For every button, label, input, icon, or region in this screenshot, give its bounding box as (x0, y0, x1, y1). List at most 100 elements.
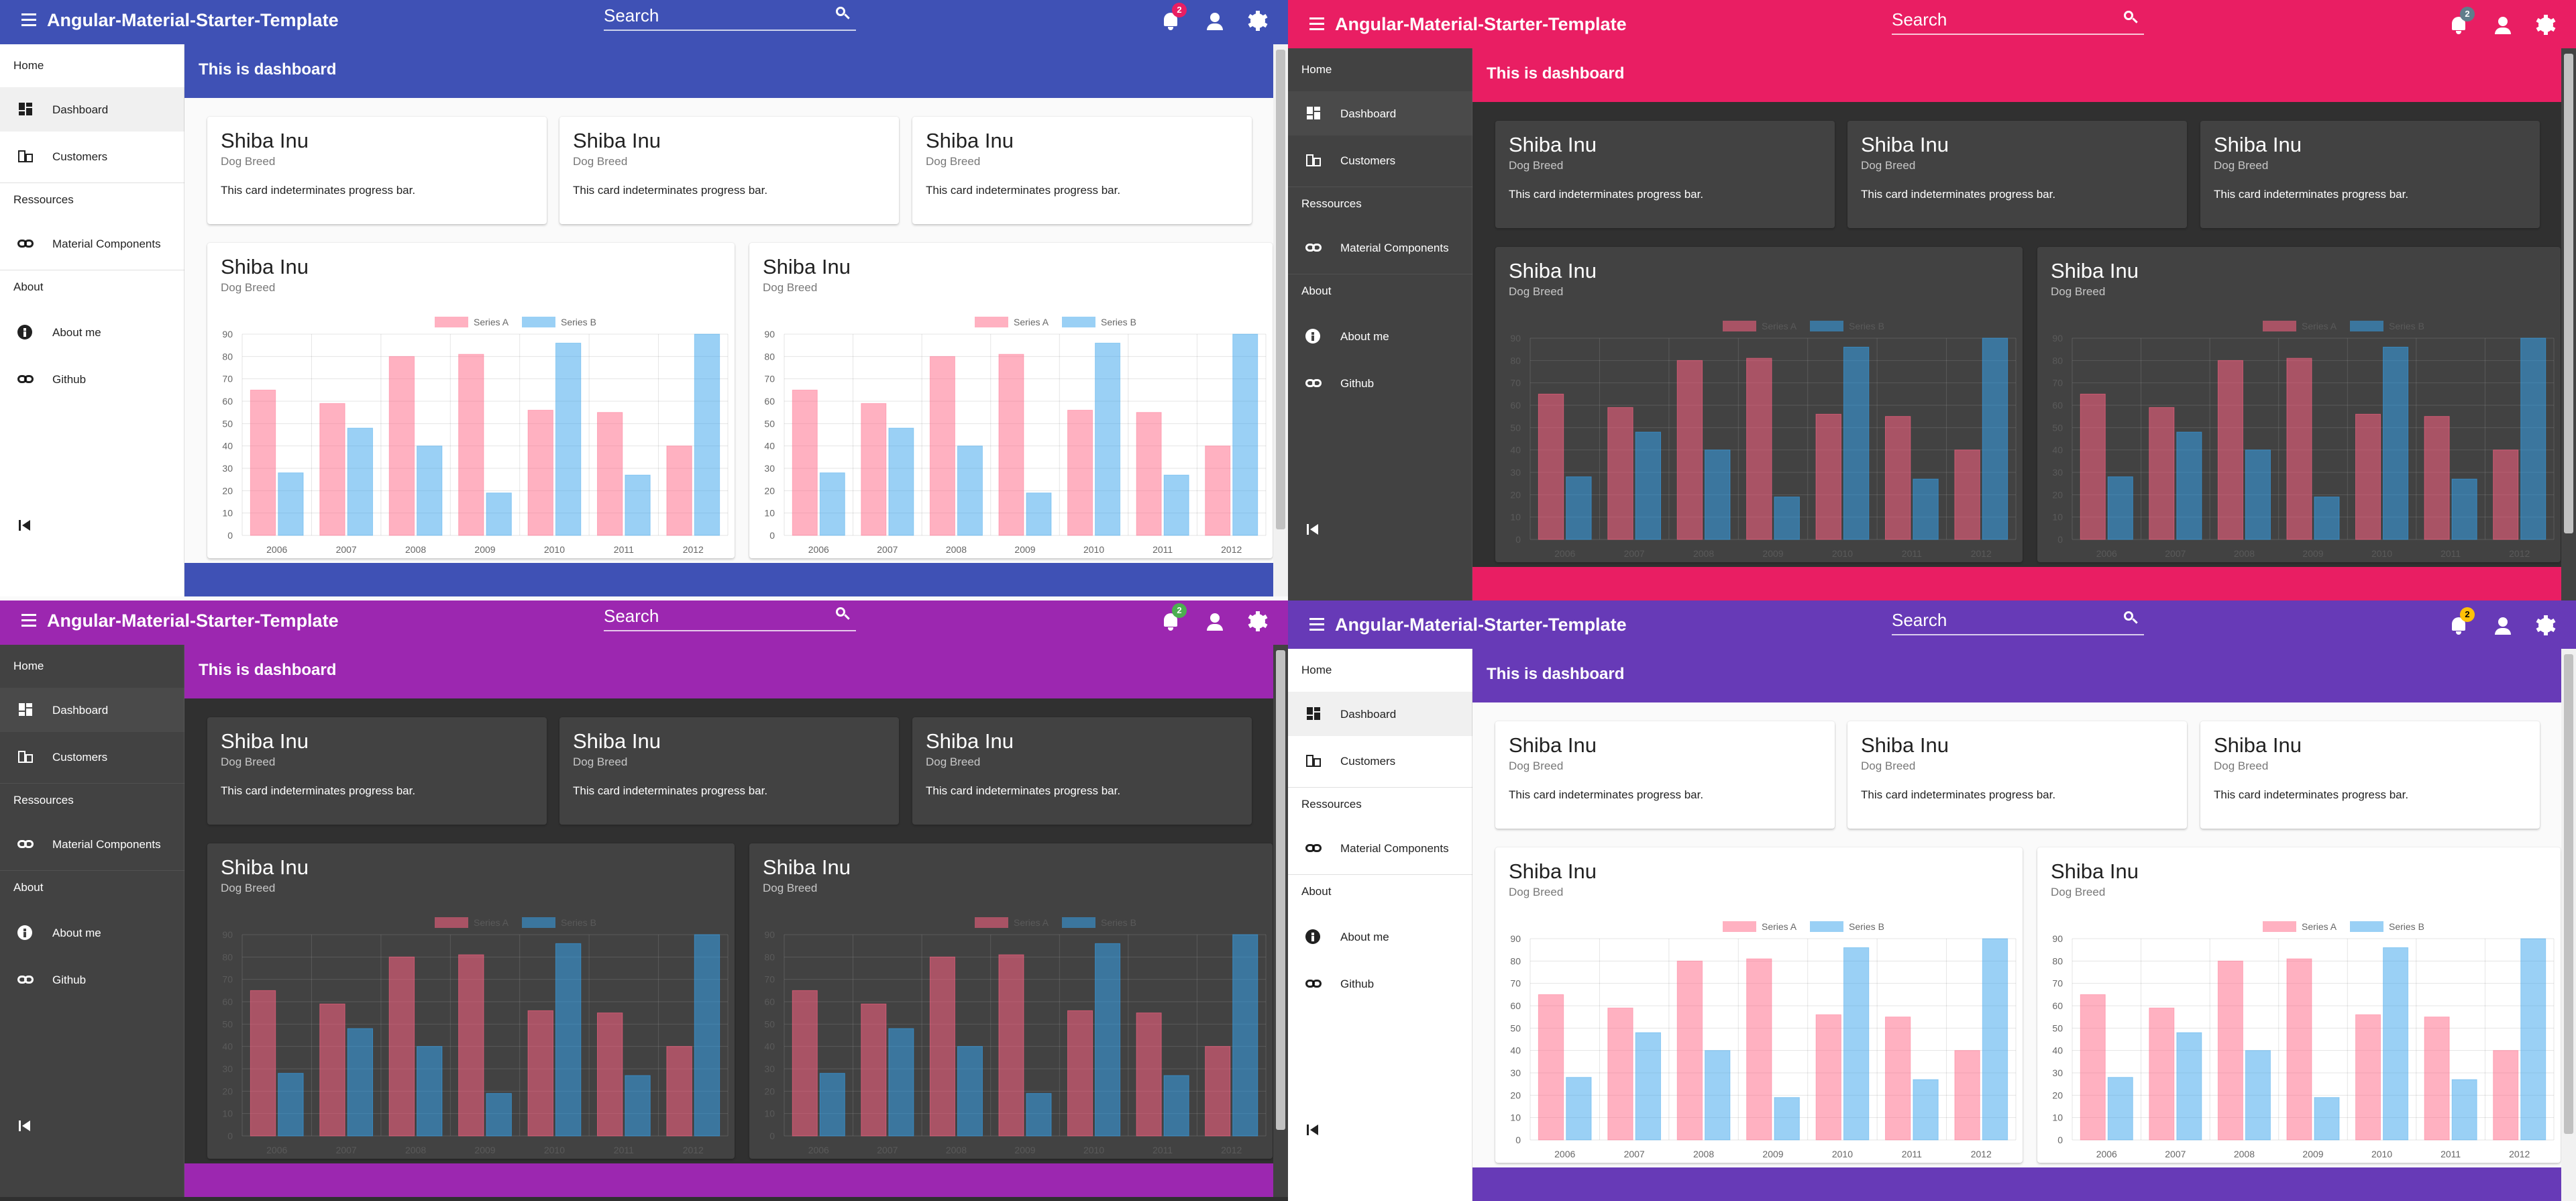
bar-series-b (1026, 1093, 1052, 1137)
legend-label: Series B (561, 317, 596, 327)
search-icon[interactable] (2124, 11, 2138, 24)
sidebar-item-label: About me (1340, 330, 1389, 343)
notifications-icon[interactable]: 2 (2449, 607, 2475, 635)
settings-icon[interactable] (2536, 615, 2556, 635)
x-tick-label: 2008 (405, 544, 426, 555)
legend-label: Series B (2389, 321, 2424, 331)
x-tick-label: 2006 (808, 1145, 829, 1155)
page-title: This is dashboard (1472, 649, 2561, 702)
bar-series-b (1774, 497, 1800, 540)
bar-series-b (278, 472, 304, 536)
dashboard-icon (17, 102, 34, 117)
legend-label: Series A (2302, 321, 2337, 331)
notifications-icon[interactable]: 2 (1161, 603, 1187, 631)
sidebar-item-github[interactable]: Github (1288, 961, 1472, 1006)
sidebar-item-dashboard[interactable]: Dashboard (1288, 91, 1472, 136)
menu-icon[interactable] (1307, 614, 1328, 635)
sidebar-item-customers[interactable]: Customers (0, 134, 184, 178)
bar-series-b (1774, 1097, 1800, 1141)
menu-icon[interactable] (19, 610, 40, 631)
sidebar-item-about-me[interactable]: About me (1288, 314, 1472, 358)
info-icon (17, 925, 32, 940)
dashboard-icon (1305, 707, 1322, 721)
search-input[interactable]: Search (1892, 607, 2144, 635)
sidebar-item-material-components[interactable]: Material Components (0, 822, 184, 866)
x-tick-label: 2006 (2096, 548, 2117, 559)
sidebar-item-github[interactable]: Github (1288, 361, 1472, 405)
sidebar-item-github[interactable]: Github (0, 957, 184, 1002)
sidebar-item-dashboard[interactable]: Dashboard (1288, 692, 1472, 736)
settings-icon[interactable] (2536, 15, 2556, 35)
y-tick-label: 70 (1510, 378, 1521, 388)
card-subtitle: Dog Breed (926, 755, 981, 768)
account-icon[interactable] (2493, 15, 2513, 35)
account-icon[interactable] (1205, 11, 1225, 31)
menu-icon[interactable] (19, 9, 40, 31)
card-title: Shiba Inu (1861, 733, 1949, 757)
page-title: This is dashboard (184, 44, 1273, 98)
collapse-sidebar-icon[interactable] (19, 1119, 32, 1133)
sidebar-item-material-components[interactable]: Material Components (1288, 225, 1472, 270)
search-icon[interactable] (836, 607, 850, 621)
bar-series-b (1095, 342, 1121, 536)
y-tick-label: 10 (222, 508, 233, 519)
notifications-icon[interactable]: 2 (1161, 3, 1187, 31)
collapse-sidebar-icon[interactable] (1307, 1123, 1320, 1137)
app-window: Angular-Material-Starter-Template Search… (1288, 600, 2576, 1201)
scrollbar[interactable] (2561, 48, 2576, 600)
footer-bar (184, 563, 1273, 596)
legend-swatch (2263, 321, 2296, 331)
sidebar-item-github[interactable]: Github (0, 357, 184, 401)
sidebar-item-about-me[interactable]: About me (1288, 915, 1472, 959)
sidebar-item-material-components[interactable]: Material Components (0, 221, 184, 266)
scrollbar[interactable] (2561, 649, 2576, 1201)
scrollbar[interactable] (1273, 44, 1288, 596)
sidebar-item-dashboard[interactable]: Dashboard (0, 87, 184, 132)
sidebar-item-about-me[interactable]: About me (0, 310, 184, 354)
sidebar-item-label: Material Components (52, 838, 161, 851)
theme-preview-pink-dark: Angular-Material-Starter-Template Search… (1288, 0, 2576, 600)
x-tick-label: 2008 (1693, 548, 1714, 559)
footer-bar (1472, 567, 2561, 600)
settings-icon[interactable] (1248, 11, 1268, 31)
notifications-icon[interactable]: 2 (2449, 7, 2475, 35)
chart-card: 0 10 20 30 40 50 60 70 80 90 2006 2007 2008 2009 2010 2… (1495, 247, 2023, 562)
nav-section-home: Home (13, 660, 44, 672)
search-icon[interactable] (836, 7, 850, 20)
x-tick-label: 2006 (266, 1145, 287, 1155)
bar-chart: 0 10 20 30 40 50 60 70 80 90 2006 2007 2008 2009 2010 2… (764, 317, 1267, 555)
settings-icon[interactable] (1248, 611, 1268, 631)
search-input[interactable]: Search (604, 3, 856, 31)
search-icon[interactable] (2124, 611, 2138, 625)
bar-series-a (1067, 1010, 1093, 1137)
bar-series-b (625, 1075, 651, 1137)
card-text: This card indeterminates progress bar. (2214, 788, 2409, 801)
collapse-sidebar-icon[interactable] (1307, 523, 1320, 536)
collapse-sidebar-icon[interactable] (19, 519, 32, 532)
y-tick-label: 90 (222, 929, 233, 940)
sidebar-item-about-me[interactable]: About me (0, 910, 184, 955)
menu-icon[interactable] (1307, 13, 1328, 35)
sidebar-item-material-components[interactable]: Material Components (1288, 826, 1472, 870)
search-input[interactable]: Search (1892, 7, 2144, 35)
card-title: Shiba Inu (1509, 859, 1597, 883)
account-icon[interactable] (1205, 611, 1225, 631)
sidebar-item-customers[interactable]: Customers (0, 735, 184, 779)
account-icon[interactable] (2493, 615, 2513, 635)
scrollbar[interactable] (1273, 645, 1288, 1197)
y-tick-label: 20 (1510, 1090, 1521, 1100)
bar-series-b (2383, 947, 2409, 1141)
sidebar-item-customers[interactable]: Customers (1288, 138, 1472, 182)
search-input[interactable]: Search (604, 603, 856, 631)
info-card: Shiba Inu Dog Breed This card indetermin… (1495, 721, 1835, 829)
y-tick-label: 60 (1510, 1000, 1521, 1011)
y-tick-label: 10 (2052, 512, 2063, 523)
app-title: Angular-Material-Starter-Template (47, 611, 339, 631)
legend-label: Series A (474, 317, 509, 327)
card-subtitle: Dog Breed (1861, 159, 1916, 172)
sidebar-item-dashboard[interactable]: Dashboard (0, 688, 184, 732)
bar-series-a (1676, 960, 1703, 1141)
sidebar-item-customers[interactable]: Customers (1288, 739, 1472, 783)
x-tick-label: 2009 (474, 544, 495, 555)
y-tick-label: 0 (1515, 534, 1521, 545)
